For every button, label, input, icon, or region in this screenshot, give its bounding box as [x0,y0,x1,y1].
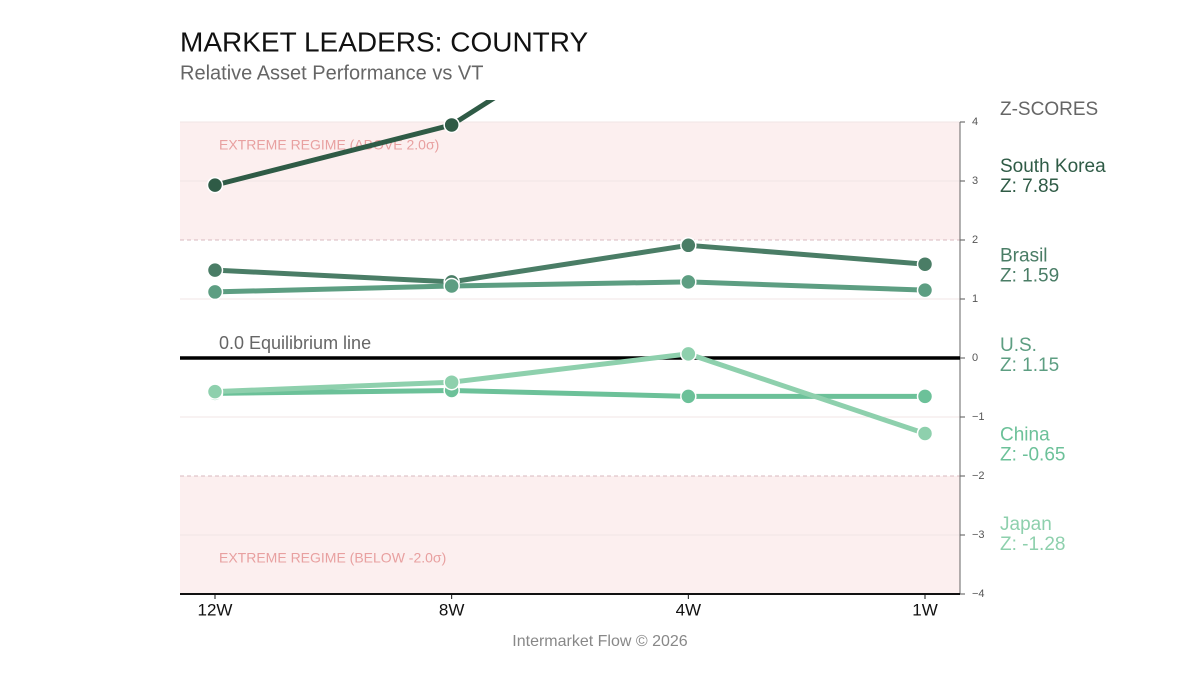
series-marker [206,283,224,301]
series-line [214,100,496,188]
zero-label: 0.0 Equilibrium line [219,333,371,353]
legend-zscore: Z: 1.15 [1000,355,1059,376]
y-tick-label: −2 [972,470,985,482]
legend-name: U.S. [1000,335,1037,356]
x-tick-label: 12W [198,600,233,619]
chart-title: MARKET LEADERS: COUNTRY [180,26,588,57]
y-tick-label: 3 [972,175,978,187]
legend-name: Brasil [1000,246,1048,267]
series-marker [443,373,460,391]
series-line [214,387,925,399]
series-marker [443,277,460,295]
series-marker [680,388,697,405]
series-marker [680,273,697,291]
series-line [214,242,926,285]
y-tick-label: −3 [972,529,985,541]
series-marker [916,255,934,273]
series-marker [916,281,934,299]
chart-subtitle: Relative Asset Performance vs VT [180,62,483,84]
series-line [214,351,926,436]
x-tick-label: 1W [912,600,938,619]
series-marker [916,388,934,405]
series-layer [206,100,934,442]
y-tick-label: −1 [972,411,985,423]
y-tick-label: 4 [972,116,978,128]
x-tick-label: 8W [439,600,465,619]
band-label: EXTREME REGIME (BELOW -2.0σ) [219,550,446,566]
series-marker [206,383,224,400]
band-label: EXTREME REGIME (ABOVE 2.0σ) [219,137,439,153]
series-marker [206,176,224,194]
series-marker [916,425,934,442]
y-tick-label: −4 [972,588,985,600]
legend-zscore: Z: -1.28 [1000,534,1065,555]
series-marker [680,345,697,363]
legend-name: China [1000,425,1050,446]
series-marker [206,261,224,279]
legend-zscore: Z: -0.65 [1000,445,1065,466]
y-tick-label: 1 [972,293,978,305]
legend-name: Japan [1000,514,1052,535]
legend-zscore: Z: 1.59 [1000,266,1059,287]
legend-title: Z-SCORES [1000,99,1098,120]
series-line [214,279,926,295]
x-tick-label: 4W [676,600,702,619]
legend-zscore: Z: 7.85 [1000,176,1059,197]
series-marker [443,116,460,134]
y-tick-label: 0 [972,352,978,364]
series-marker [680,237,697,254]
y-tick-label: 2 [972,234,978,246]
footer: Intermarket Flow © 2026 [512,633,688,650]
legend-name: South Korea [1000,156,1106,177]
